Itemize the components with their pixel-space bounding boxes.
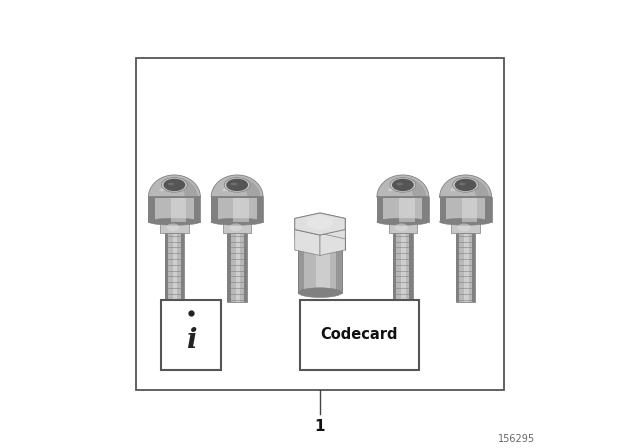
Bar <box>337 239 342 293</box>
Polygon shape <box>307 215 333 230</box>
Bar <box>456 233 459 302</box>
Ellipse shape <box>229 224 242 231</box>
Polygon shape <box>148 175 200 197</box>
Ellipse shape <box>458 224 470 231</box>
Bar <box>298 239 303 293</box>
Bar <box>257 197 263 222</box>
Ellipse shape <box>148 218 200 225</box>
Ellipse shape <box>452 177 479 192</box>
Bar <box>451 222 480 233</box>
Bar <box>298 239 342 293</box>
Bar <box>236 233 240 302</box>
Bar <box>160 222 189 233</box>
Bar <box>399 197 415 222</box>
Bar <box>194 197 200 222</box>
Bar <box>393 233 413 302</box>
Bar <box>440 197 446 222</box>
Bar <box>461 197 477 222</box>
Ellipse shape <box>298 234 342 243</box>
Ellipse shape <box>298 288 342 297</box>
Ellipse shape <box>168 183 174 185</box>
Bar <box>218 197 257 222</box>
Polygon shape <box>159 183 184 197</box>
Polygon shape <box>320 213 345 239</box>
Bar <box>164 233 184 302</box>
Ellipse shape <box>396 183 403 185</box>
Bar <box>161 300 221 370</box>
Bar <box>464 233 468 302</box>
Polygon shape <box>295 213 320 239</box>
Polygon shape <box>222 183 247 197</box>
Polygon shape <box>211 175 263 197</box>
Bar <box>168 233 181 302</box>
Ellipse shape <box>390 177 416 192</box>
Bar <box>164 233 168 302</box>
Bar <box>485 197 492 222</box>
Bar <box>410 233 413 302</box>
Text: 1: 1 <box>315 419 325 434</box>
Bar <box>388 222 417 233</box>
Polygon shape <box>388 183 413 197</box>
Polygon shape <box>182 178 200 197</box>
Bar <box>227 233 247 302</box>
Bar <box>148 197 200 222</box>
Ellipse shape <box>211 218 263 225</box>
Bar <box>233 197 249 222</box>
Bar <box>316 239 330 293</box>
Polygon shape <box>295 229 320 255</box>
Bar <box>181 233 184 302</box>
Polygon shape <box>410 178 429 197</box>
Polygon shape <box>244 178 263 197</box>
Polygon shape <box>320 229 345 255</box>
Bar <box>223 222 252 233</box>
Bar <box>227 233 230 302</box>
Ellipse shape <box>440 218 492 225</box>
Bar <box>173 233 177 302</box>
Text: 156295: 156295 <box>498 434 535 444</box>
Ellipse shape <box>161 177 188 192</box>
Ellipse shape <box>230 183 237 185</box>
Ellipse shape <box>454 179 477 191</box>
Bar <box>440 197 492 222</box>
Ellipse shape <box>163 179 186 191</box>
Bar <box>472 233 476 302</box>
Bar <box>230 233 244 302</box>
Ellipse shape <box>392 179 414 191</box>
Bar <box>377 197 429 222</box>
Polygon shape <box>473 178 492 197</box>
Bar <box>446 197 485 222</box>
Bar <box>401 233 406 302</box>
Bar <box>459 233 472 302</box>
Ellipse shape <box>377 218 429 225</box>
Bar <box>300 300 419 370</box>
Bar <box>244 233 247 302</box>
Bar <box>211 197 218 222</box>
Polygon shape <box>295 213 345 235</box>
Bar <box>148 197 155 222</box>
Ellipse shape <box>224 177 250 192</box>
Text: Codecard: Codecard <box>321 327 398 342</box>
Bar <box>377 197 383 222</box>
Polygon shape <box>377 175 429 197</box>
Ellipse shape <box>226 179 248 191</box>
Bar <box>396 233 410 302</box>
Bar <box>422 197 429 222</box>
Ellipse shape <box>395 224 408 231</box>
Bar <box>456 233 476 302</box>
Bar <box>393 233 396 302</box>
Text: i: i <box>186 327 196 354</box>
Bar <box>383 197 422 222</box>
Bar <box>136 58 504 390</box>
Ellipse shape <box>459 183 466 185</box>
Bar <box>298 239 342 293</box>
Polygon shape <box>440 175 492 197</box>
Bar <box>155 197 194 222</box>
Polygon shape <box>451 183 476 197</box>
Ellipse shape <box>166 224 179 231</box>
Bar <box>211 197 263 222</box>
Bar <box>170 197 186 222</box>
